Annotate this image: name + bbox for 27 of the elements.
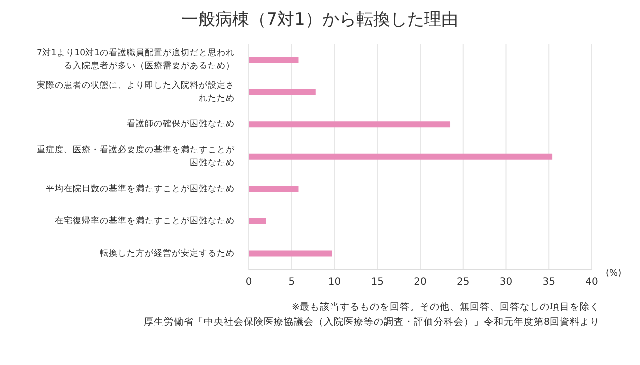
bar: [249, 154, 553, 160]
text: ※最も該当するものを回答。その他、無回答、回答なしの項目を除く: [291, 301, 600, 315]
chart-title: 一般病棟（7対1）から転換した理由: [180, 9, 460, 32]
x-tick-label: 0: [246, 277, 252, 288]
bar: [249, 250, 332, 257]
x-tick-label: 35: [542, 277, 556, 288]
x-tick-label: 5: [288, 277, 296, 288]
bar: [249, 122, 451, 128]
text: 厚生労働省「中央社会保険医療協議会（入院医療等の調査・評価分科会）」令和元年度第8回資料より: [142, 316, 600, 330]
x-tick-label: 10: [328, 277, 342, 288]
y-tick-label: 転換した方が経営が安定するため: [100, 248, 235, 259]
x-tick-label: 30: [500, 277, 513, 288]
x-tick-label: 15: [371, 277, 384, 288]
bar: [249, 89, 316, 96]
y-tick-label: 平均在院日数の基準を満たすことが困難なため: [46, 183, 235, 194]
bar: [249, 218, 266, 224]
bar: [249, 57, 299, 63]
x-axis-title: (%): [606, 269, 622, 280]
y-tick-label: 7対1より10対1の看護職員配置が適切だと思われる入院患者が多い（医療需要があるため）: [36, 48, 235, 72]
x-tick-label: 40: [586, 277, 598, 288]
y-tick-label: 看護師の確保が困難なため: [127, 118, 235, 130]
x-tick-label: 20: [414, 277, 427, 288]
y-tick-label: 在宅復帰率の基準を満たすことが困難なため: [55, 216, 235, 227]
bar: [249, 186, 299, 192]
y-tick-label: 実際の患者の状態に、より即した入院料が設定されたため: [37, 80, 235, 104]
x-tick-label: 25: [457, 277, 470, 288]
y-tick-label: 重症度、医療・看護必要度の基準を満たすことが困難なため: [37, 144, 236, 168]
